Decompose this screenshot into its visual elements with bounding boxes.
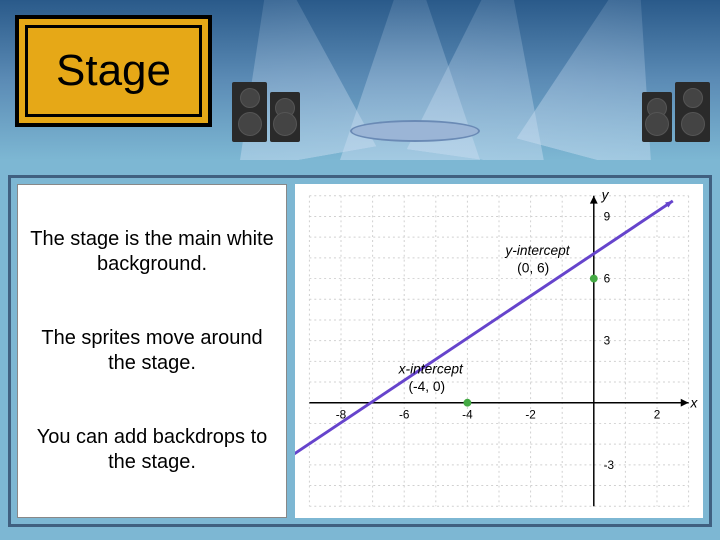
text-line-3: You can add backdrops to the stage. [30, 425, 274, 475]
svg-text:-2: -2 [525, 408, 535, 421]
svg-text:y: y [601, 188, 610, 203]
speaker-icon [675, 82, 710, 142]
svg-text:y-intercept: y-intercept [504, 243, 570, 258]
svg-text:x-intercept: x-intercept [398, 361, 464, 376]
coordinate-graph: -8-6-4-22-3369xyy-intercept(0, 6)x-inter… [295, 184, 703, 518]
text-line-2: The sprites move around the stage. [30, 326, 274, 376]
slide-title: Stage [56, 46, 171, 96]
content-area: The stage is the main white background. … [0, 160, 720, 535]
speaker-icon [642, 92, 672, 142]
speaker-icon [270, 92, 300, 142]
svg-text:(-4, 0): (-4, 0) [408, 379, 445, 394]
svg-text:9: 9 [604, 210, 611, 223]
svg-text:3: 3 [604, 335, 611, 348]
svg-text:(0, 6): (0, 6) [517, 261, 549, 276]
title-box: Stage [15, 15, 212, 127]
svg-text:2: 2 [654, 408, 661, 421]
graph-panel: -8-6-4-22-3369xyy-intercept(0, 6)x-inter… [295, 184, 703, 518]
text-panel: The stage is the main white background. … [17, 184, 287, 518]
svg-text:x: x [690, 396, 699, 411]
stage-platform [350, 120, 480, 142]
svg-text:-4: -4 [462, 408, 473, 421]
speaker-icon [232, 82, 267, 142]
svg-text:-3: -3 [604, 459, 615, 472]
svg-text:-6: -6 [399, 408, 410, 421]
text-line-1: The stage is the main white background. [30, 227, 274, 277]
svg-text:6: 6 [604, 272, 611, 285]
